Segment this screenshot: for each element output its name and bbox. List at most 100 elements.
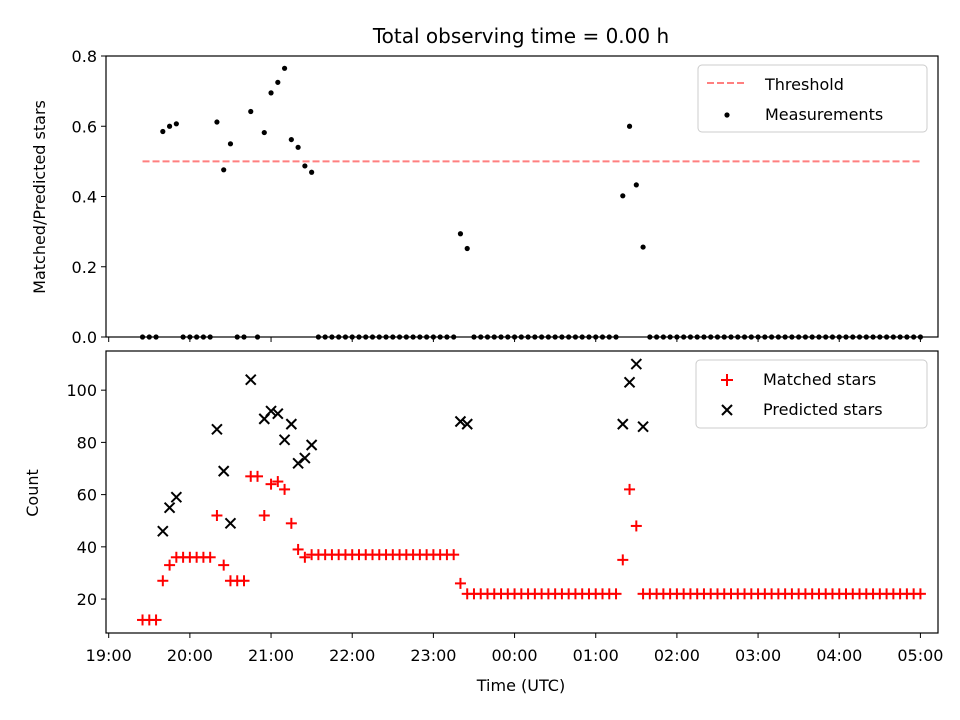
predicted-star-point [630, 358, 643, 370]
matched-star-point [292, 543, 304, 555]
predicted-star-point [299, 452, 311, 464]
measurement-point [275, 79, 281, 85]
predicted-star-point [224, 517, 237, 530]
matched-star-point [238, 575, 250, 587]
measurement-point [261, 129, 267, 136]
count-axes-frame [105, 350, 939, 634]
count-y-ticks: 20 40 60 80 100 [66, 381, 106, 609]
legend-predicted-swatch [721, 404, 733, 416]
x-tick-label: 22:00 [329, 646, 375, 665]
count-plot-area [137, 358, 926, 626]
ratio-legend-frame [697, 64, 928, 133]
matched-star-point [218, 559, 230, 571]
chart-title: Total observing time = 0.00 h [372, 24, 669, 48]
ratio-y-axis-label: Matched/Predicted stars [30, 100, 49, 294]
measurement-point [166, 123, 173, 129]
predicted-star-point [623, 376, 636, 389]
measurement-point [214, 119, 220, 125]
x-tick-label: 21:00 [248, 646, 294, 665]
predicted-star-point [163, 501, 176, 514]
predicted-star-point [454, 415, 467, 428]
count-x-ticks: 19:00 20:00 21:00 22:00 23:00 00:00 01:00 02:00… [86, 633, 943, 665]
ratio-y-tick-label: 0.2 [72, 258, 97, 277]
matched-star-point [630, 520, 642, 532]
matched-star-point [150, 614, 162, 626]
measurement-point [221, 167, 227, 173]
predicted-star-point [461, 418, 473, 430]
measurement-point [295, 144, 301, 150]
measurement-point [160, 128, 166, 135]
predicted-star-point [217, 465, 230, 477]
matched-star-point [279, 483, 291, 495]
predicted-star-point [617, 418, 629, 430]
ratio-legend: Threshold Measurements [697, 64, 928, 133]
measurement-point [457, 231, 464, 237]
matched-star-point [914, 588, 926, 600]
legend-matched-swatch [721, 374, 733, 386]
predicted-star-point [285, 418, 298, 430]
measurement-point [620, 193, 626, 199]
measurement-point [626, 123, 633, 129]
predicted-star-point [265, 405, 277, 417]
x-tick-label: 01:00 [573, 646, 619, 665]
matched-star-point [164, 559, 176, 571]
matched-star-point [252, 470, 264, 482]
matched-star-point [211, 510, 223, 521]
count-panel: 20 40 60 80 100 19:00 20:00 21:00 22:00 23:00 00:… [23, 350, 943, 695]
predicted-star-point [305, 439, 318, 451]
x-tick-label: 19:00 [86, 646, 132, 665]
predicted-star-point [170, 491, 183, 503]
count-y-tick-label: 40 [77, 538, 97, 557]
x-tick-label: 05:00 [897, 646, 943, 665]
count-y-tick-label: 100 [66, 381, 97, 400]
measurement-point [633, 182, 639, 188]
legend-measurements-label: Measurements [765, 105, 883, 124]
matched-star-point [454, 577, 466, 589]
matched-star-point [610, 588, 622, 600]
matched-star-point [285, 517, 297, 529]
predicted-star-point [157, 525, 169, 537]
x-tick-label: 03:00 [735, 646, 781, 665]
matched-star-point [448, 549, 460, 561]
matched-star-point [157, 575, 169, 587]
measurement-point [288, 136, 294, 143]
predicted-star-point [245, 374, 257, 386]
measurement-point [640, 244, 646, 250]
count-y-tick-label: 20 [77, 590, 97, 609]
predicted-star-point [292, 457, 304, 469]
ratio-x-ticks [108, 337, 921, 342]
measurement-point [248, 108, 254, 115]
measurement-point [464, 245, 470, 252]
predicted-star-point [272, 407, 284, 420]
predicted-star-point [637, 421, 649, 433]
predicted-star-point [278, 434, 291, 446]
ratio-panel: Total observing time = 0.00 h 0.00.20.40… [30, 24, 939, 347]
matched-star-point [299, 551, 311, 563]
count-legend-frame [695, 359, 928, 429]
x-tick-label: 04:00 [816, 646, 862, 665]
matched-star-point [258, 510, 270, 521]
predicted-star-point [211, 423, 223, 436]
x-tick-label: 00:00 [492, 646, 538, 665]
legend-threshold-label: Threshold [764, 75, 844, 94]
ratio-y-ticks: 0.0 0.2 0.4 0.6 0.8 [72, 47, 106, 347]
count-legend: Matched stars Predicted stars [695, 359, 928, 429]
measurement-point [227, 141, 234, 147]
measurement-point [309, 169, 315, 175]
matched-star-point [265, 478, 277, 490]
x-tick-label: 02:00 [654, 646, 700, 665]
ratio-y-tick-label: 0.8 [72, 47, 97, 66]
count-y-tick-label: 80 [77, 433, 97, 452]
matched-star-point [617, 554, 629, 566]
x-tick-label: 23:00 [410, 646, 456, 665]
measurement-point [302, 163, 308, 169]
ratio-y-tick-label: 0.6 [72, 117, 97, 136]
legend-measurements-swatch [724, 112, 730, 118]
count-y-axis-label: Count [23, 469, 42, 517]
measurement-point [268, 90, 274, 96]
legend-predicted-label: Predicted stars [763, 400, 883, 419]
matched-star-point [624, 483, 636, 495]
x-axis-label: Time (UTC) [476, 676, 565, 695]
ratio-y-tick-label: 0.4 [72, 188, 97, 207]
